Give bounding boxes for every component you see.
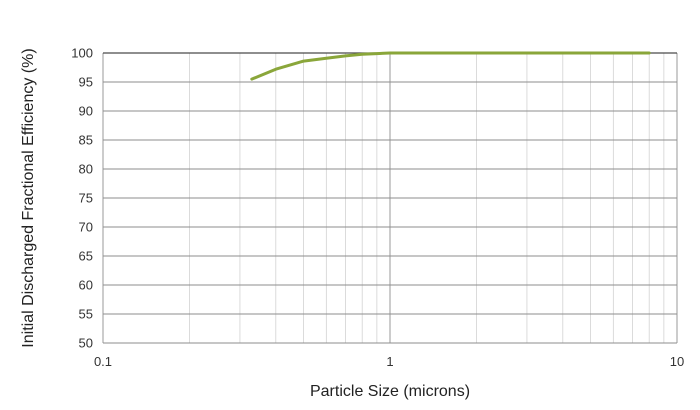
series-layer: [250, 51, 651, 81]
y-tick-label: 60: [79, 278, 93, 293]
x-tick-label: 10: [670, 354, 684, 369]
x-tick-label: 1: [386, 354, 393, 369]
y-tick-label: 50: [79, 336, 93, 351]
efficiency-series-line: [250, 51, 651, 81]
y-tick-label: 75: [79, 191, 93, 206]
x-tick-label: 0.1: [94, 354, 112, 369]
y-tick-label: 65: [79, 249, 93, 264]
y-tick-label: 90: [79, 104, 93, 119]
y-tick-label: 55: [79, 307, 93, 322]
x-axis-label: Particle Size (microns): [310, 383, 470, 400]
tick-labels: 50 55 60 65 70 75 80 85 90 95 100 0.1 1 10: [71, 46, 684, 370]
y-axis-label: Initial Discharged Fractional Efficiency…: [20, 48, 37, 347]
y-tick-label: 85: [79, 133, 93, 148]
y-tick-label: 80: [79, 162, 93, 177]
y-tick-label: 95: [79, 75, 93, 90]
y-tick-label: 70: [79, 220, 93, 235]
y-tick-label: 100: [71, 46, 93, 61]
grid: [102, 52, 678, 344]
